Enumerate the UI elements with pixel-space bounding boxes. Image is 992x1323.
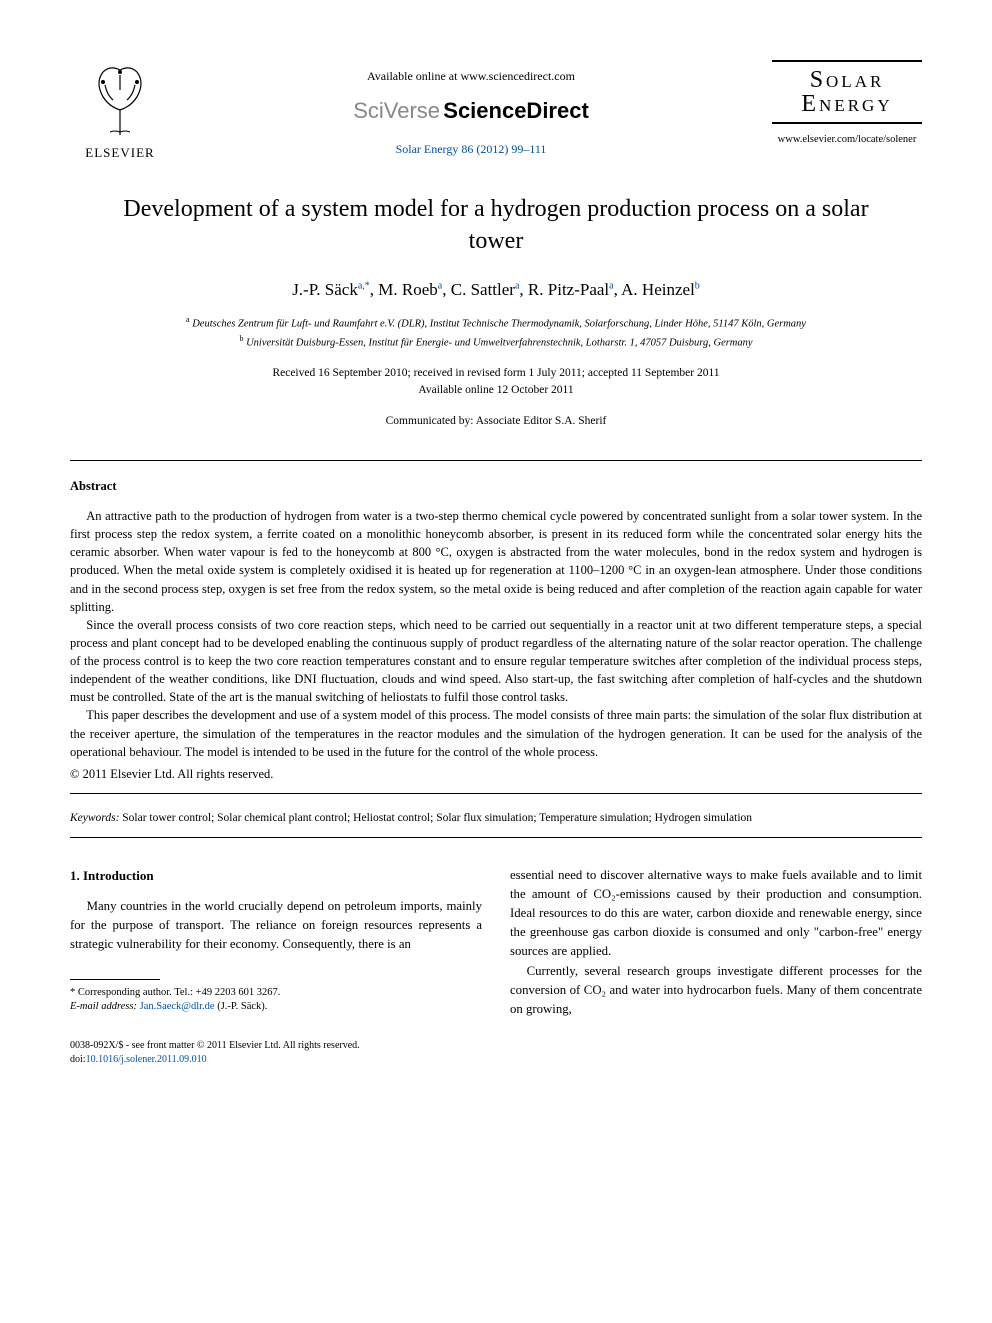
abstract-label: Abstract	[70, 477, 922, 495]
author-mark[interactable]: a,*	[358, 280, 370, 291]
affiliation-a: Deutsches Zentrum für Luft- und Raumfahr…	[192, 319, 806, 330]
author: R. Pitz-Paal	[528, 280, 609, 299]
author: J.-P. Säck	[292, 280, 358, 299]
journal-logo-block: Solar Energy www.elsevier.com/locate/sol…	[772, 60, 922, 147]
body-columns: 1. Introduction Many countries in the wo…	[70, 866, 922, 1020]
abstract-para: This paper describes the development and…	[70, 706, 922, 760]
body-para: Currently, several research groups inves…	[510, 962, 922, 1020]
body-para: Many countries in the world crucially de…	[70, 897, 482, 955]
author-list: J.-P. Säcka,*, M. Roeba, C. Sattlera, R.…	[70, 278, 922, 303]
platform-main: SciVerse	[353, 98, 440, 123]
front-matter-line: 0038-092X/$ - see front matter © 2011 El…	[70, 1039, 922, 1053]
author: C. Sattler	[451, 280, 515, 299]
copyright-line: © 2011 Elsevier Ltd. All rights reserved…	[70, 765, 922, 783]
article-header: ELSEVIER Available online at www.science…	[70, 60, 922, 163]
publisher-label: ELSEVIER	[85, 144, 154, 163]
elsevier-tree-icon	[85, 60, 155, 140]
author: M. Roeb	[378, 280, 438, 299]
page-footer: 0038-092X/$ - see front matter © 2011 El…	[70, 1039, 922, 1067]
publisher-logo-block: ELSEVIER	[70, 60, 170, 163]
available-online-text: Available online at www.sciencedirect.co…	[170, 68, 772, 85]
keywords-label: Keywords:	[70, 812, 119, 824]
keywords-row: Keywords: Solar tower control; Solar che…	[70, 810, 922, 827]
doi-label: doi:	[70, 1054, 86, 1065]
corresponding-footnote: * Corresponding author. Tel.: +49 2203 6…	[70, 986, 482, 1015]
divider	[70, 793, 922, 794]
journal-logo: Solar Energy	[772, 60, 922, 124]
doi-link[interactable]: 10.1016/j.solener.2011.09.010	[86, 1054, 207, 1065]
footnote-rule	[70, 979, 160, 980]
platform-logo: SciVerse ScienceDirect	[170, 95, 772, 127]
right-column: essential need to discover alternative w…	[510, 866, 922, 1020]
affiliations: a Deutsches Zentrum für Luft- und Raumfa…	[70, 314, 922, 351]
article-title: Development of a system model for a hydr…	[100, 193, 892, 258]
corr-author: * Corresponding author. Tel.: +49 2203 6…	[70, 986, 482, 1001]
section-heading: 1. Introduction	[70, 866, 482, 886]
keywords-text: Solar tower control; Solar chemical plan…	[122, 812, 752, 824]
abstract-body: An attractive path to the production of …	[70, 507, 922, 783]
author: A. Heinzel	[621, 280, 695, 299]
journal-name-bottom: Energy	[776, 92, 918, 116]
affiliation-b: Universität Duisburg-Essen, Institut für…	[246, 337, 753, 348]
center-header: Available online at www.sciencedirect.co…	[170, 60, 772, 159]
article-dates: Received 16 September 2010; received in …	[70, 365, 922, 400]
abstract-para: Since the overall process consists of tw…	[70, 616, 922, 707]
journal-url[interactable]: www.elsevier.com/locate/solener	[772, 132, 922, 147]
citation-line[interactable]: Solar Energy 86 (2012) 99–111	[170, 141, 772, 158]
divider	[70, 460, 922, 461]
corr-email[interactable]: Jan.Saeck@dlr.de	[140, 1001, 215, 1012]
abstract-para: An attractive path to the production of …	[70, 507, 922, 616]
author-mark[interactable]: a	[609, 280, 613, 291]
received-line: Received 16 September 2010; received in …	[272, 367, 719, 379]
body-para: essential need to discover alternative w…	[510, 866, 922, 962]
author-mark[interactable]: b	[695, 280, 700, 291]
author-mark[interactable]: a	[515, 280, 519, 291]
platform-sub: ScienceDirect	[443, 98, 589, 123]
email-tail: (J.-P. Säck).	[217, 1001, 267, 1012]
communicated-by: Communicated by: Associate Editor S.A. S…	[70, 413, 922, 430]
journal-name-top: Solar	[776, 68, 918, 92]
left-column: 1. Introduction Many countries in the wo…	[70, 866, 482, 1020]
author-mark[interactable]: a	[438, 280, 442, 291]
available-line: Available online 12 October 2011	[418, 384, 573, 396]
email-label: E-mail address:	[70, 1001, 137, 1012]
divider	[70, 837, 922, 838]
